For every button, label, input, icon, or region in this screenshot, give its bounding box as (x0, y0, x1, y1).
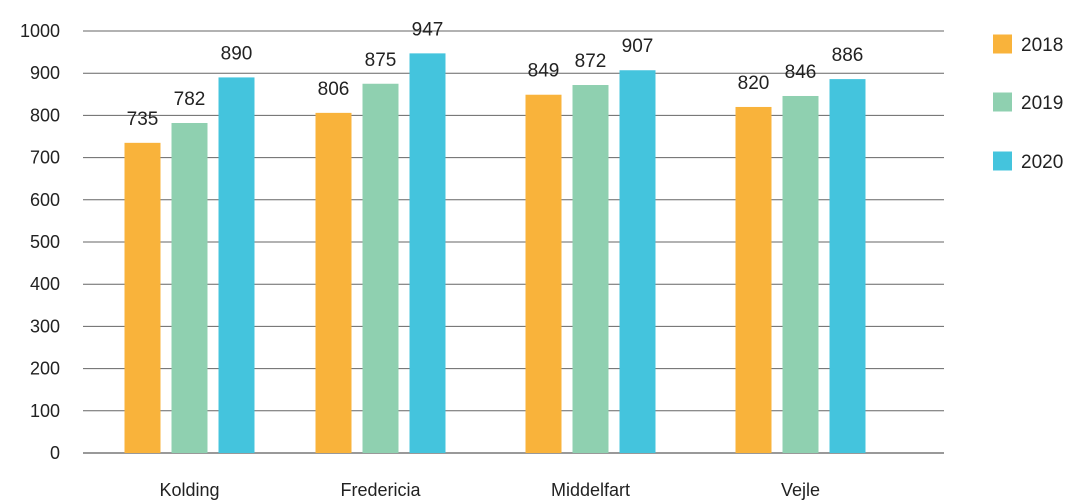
data-label-middelfart-2020: 907 (622, 36, 654, 57)
bar-vejle-2018 (735, 106, 772, 454)
x-axis-categories: Kolding Fredericia Middelfart Vejle (159, 480, 820, 500)
legend-label-2018: 2018 (1021, 35, 1063, 56)
y-tick-label: 1000 (20, 21, 60, 41)
data-label-fredericia-2020: 947 (412, 19, 444, 40)
data-label-kolding-2019: 782 (174, 89, 206, 110)
x-category-label: Middelfart (551, 480, 630, 500)
bar-fredericia-2020 (409, 53, 446, 454)
data-label-kolding-2020: 890 (221, 43, 253, 64)
data-label-fredericia-2019: 875 (365, 50, 397, 71)
x-category-label: Kolding (159, 480, 219, 500)
legend-label-2020: 2020 (1021, 152, 1063, 173)
bar-kolding-2020 (218, 77, 255, 454)
bar-vejle-2019 (782, 95, 819, 453)
y-tick-label: 700 (30, 148, 60, 168)
legend-swatch-2018 (993, 34, 1012, 54)
data-label-vejle-2019: 846 (785, 62, 817, 83)
x-category-label: Fredericia (340, 480, 421, 500)
y-tick-label: 900 (30, 63, 60, 83)
bar-fredericia-2019 (362, 83, 399, 453)
x-category-label: Vejle (781, 480, 820, 500)
bar-middelfart-2018 (525, 94, 562, 454)
y-tick-label: 300 (30, 316, 60, 336)
data-label-fredericia-2018: 806 (318, 79, 350, 100)
bar-middelfart-2019 (572, 85, 609, 454)
y-tick-label: 200 (30, 359, 60, 379)
legend-swatch-2019 (993, 92, 1012, 112)
data-label-kolding-2018: 735 (127, 109, 159, 130)
bar-vejle-2020 (829, 79, 866, 453)
data-label-middelfart-2019: 872 (575, 51, 607, 72)
bar-middelfart-2020 (619, 70, 656, 453)
y-tick-label: 400 (30, 274, 60, 294)
data-label-middelfart-2018: 849 (528, 61, 560, 82)
y-tick-label: 0 (50, 443, 60, 463)
y-tick-label: 800 (30, 105, 60, 125)
legend-swatch-2020 (993, 151, 1012, 171)
bar-fredericia-2018 (315, 112, 352, 454)
data-label-vejle-2018: 820 (738, 73, 770, 94)
legend-label-2019: 2019 (1021, 93, 1063, 114)
data-label-vejle-2020: 886 (832, 45, 864, 66)
y-tick-label: 600 (30, 190, 60, 210)
bar-kolding-2019 (171, 122, 208, 453)
legend: 2018 2019 2020 (993, 34, 1063, 173)
data-labels: 735 782 890 806 875 947 849 872 907 820 846 886 (127, 19, 864, 129)
y-tick-label: 100 (30, 401, 60, 421)
y-axis-ticks: 0 100 200 300 400 500 600 700 800 900 1000 (20, 21, 60, 463)
bars (124, 53, 866, 454)
y-tick-label: 500 (30, 232, 60, 252)
bar-kolding-2018 (124, 142, 161, 453)
